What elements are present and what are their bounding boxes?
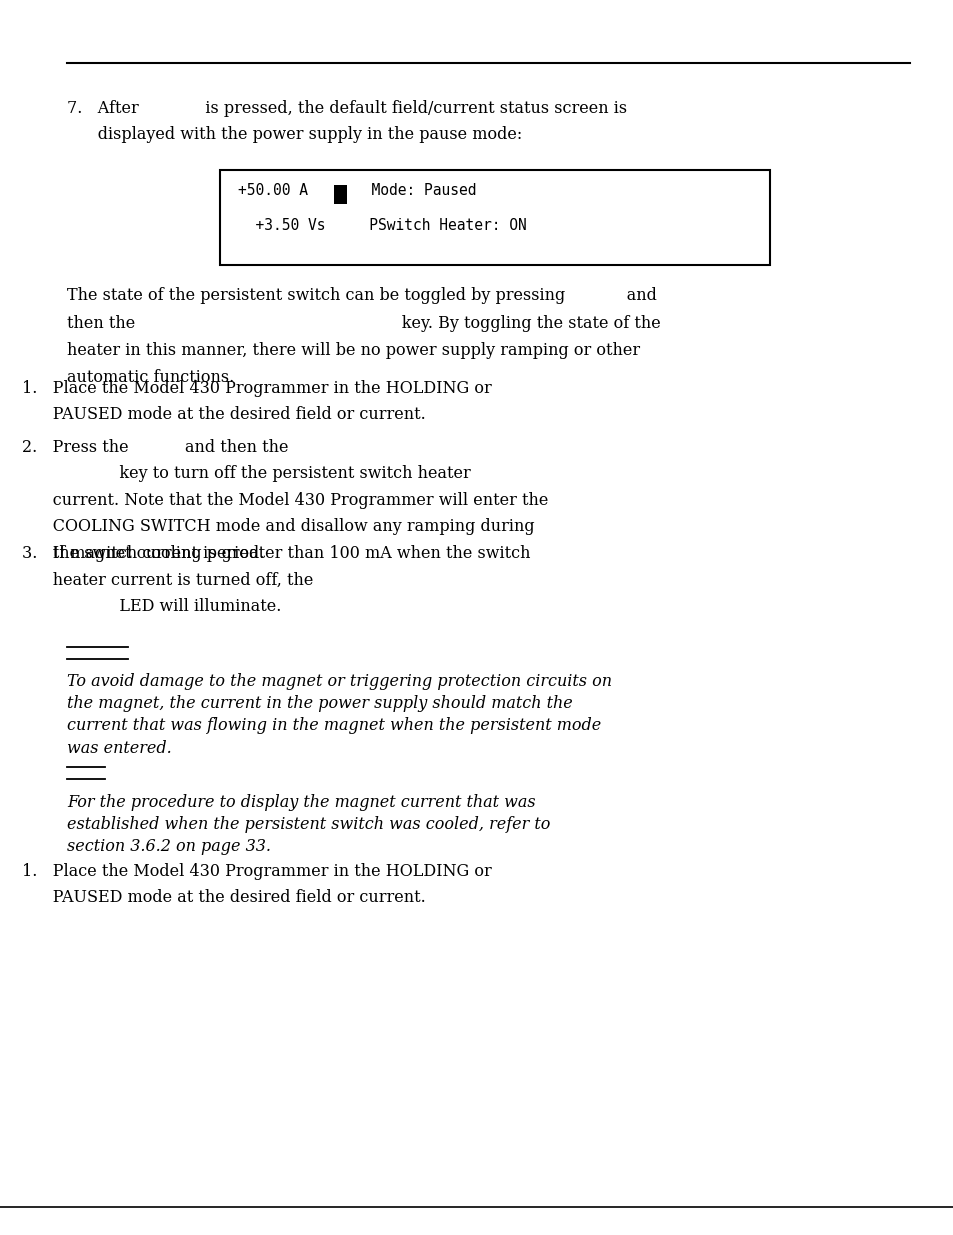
Text: key to turn off the persistent switch heater: key to turn off the persistent switch he… xyxy=(22,466,470,483)
Text: The state of the persistent switch can be toggled by pressing            and: The state of the persistent switch can b… xyxy=(67,287,657,304)
Text: PAUSED mode at the desired field or current.: PAUSED mode at the desired field or curr… xyxy=(22,406,425,424)
Bar xyxy=(334,185,347,204)
Text: current. Note that the Model 430 Programmer will enter the: current. Note that the Model 430 Program… xyxy=(22,492,547,509)
Text: Mode: Paused: Mode: Paused xyxy=(354,183,476,198)
Text: 1.   Place the Model 430 Programmer in the HOLDING or: 1. Place the Model 430 Programmer in the… xyxy=(22,863,491,881)
Text: heater in this manner, there will be no power supply ramping or other: heater in this manner, there will be no … xyxy=(67,342,639,359)
Text: the switch cooling period.: the switch cooling period. xyxy=(22,545,264,562)
Text: heater current is turned off, the: heater current is turned off, the xyxy=(22,572,313,588)
Text: 1.   Place the Model 430 Programmer in the HOLDING or: 1. Place the Model 430 Programmer in the… xyxy=(22,380,491,396)
Text: For the procedure to display the magnet current that was
established when the pe: For the procedure to display the magnet … xyxy=(67,794,550,856)
Text: +3.50 Vs     PSwitch Heater: ON: +3.50 Vs PSwitch Heater: ON xyxy=(237,219,526,233)
Text: PAUSED mode at the desired field or current.: PAUSED mode at the desired field or curr… xyxy=(22,889,425,906)
Text: 2.   Press the           and then the: 2. Press the and then the xyxy=(22,438,288,456)
Text: +50.00 A: +50.00 A xyxy=(237,183,308,198)
Text: 3.   If magnet current is greater than 100 mA when the switch: 3. If magnet current is greater than 100… xyxy=(22,545,530,562)
Text: displayed with the power supply in the pause mode:: displayed with the power supply in the p… xyxy=(67,126,521,143)
Text: automatic functions.: automatic functions. xyxy=(67,369,234,387)
Text: COOLING SWITCH mode and disallow any ramping during: COOLING SWITCH mode and disallow any ram… xyxy=(22,519,534,535)
Text: 7.   After             is pressed, the default field/current status screen is: 7. After is pressed, the default field/c… xyxy=(67,100,626,117)
Text: To avoid damage to the magnet or triggering protection circuits on
the magnet, t: To avoid damage to the magnet or trigger… xyxy=(67,673,612,757)
Text: LED will illuminate.: LED will illuminate. xyxy=(22,598,280,615)
FancyBboxPatch shape xyxy=(220,170,769,266)
Text: then the                                                    key. By toggling the: then the key. By toggling the xyxy=(67,315,660,331)
